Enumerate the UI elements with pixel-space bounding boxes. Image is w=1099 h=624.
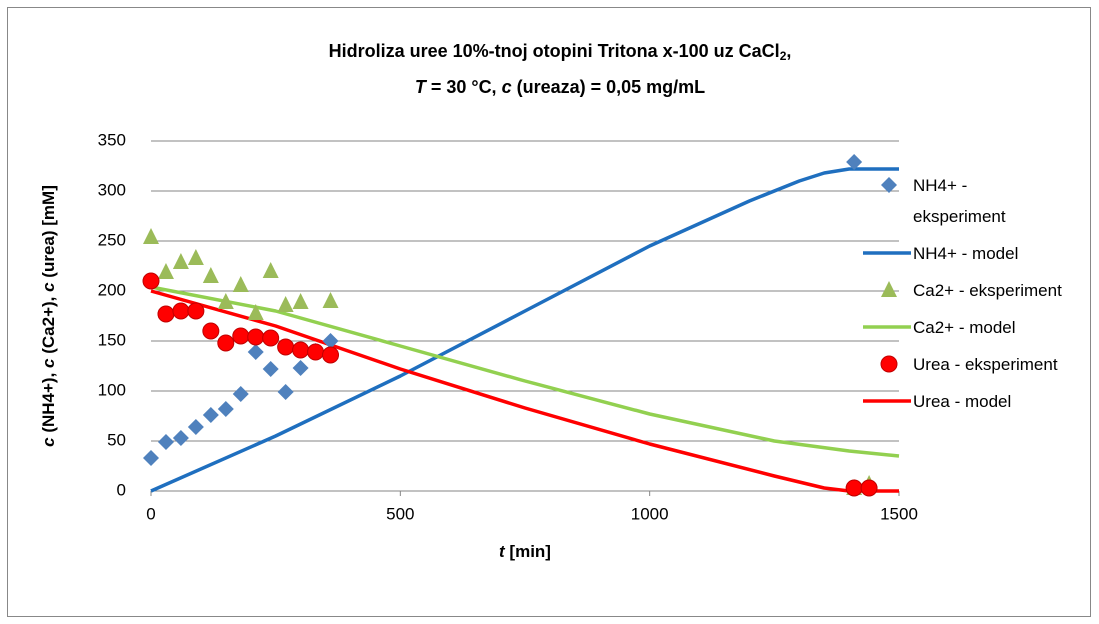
marker-diamond	[247, 344, 264, 360]
legend-label: Urea - model	[913, 392, 1012, 411]
y-tick-label: 350	[98, 130, 126, 149]
legend-label: NH4+ - model	[913, 244, 1019, 263]
chart-subtitle: T = 30 °C, c (ureaza) = 0,05 mg/mL	[415, 77, 705, 97]
marker-circle	[880, 355, 898, 373]
x-tick-label: 1000	[631, 504, 669, 523]
marker-triangle	[232, 276, 249, 292]
y-tick-label: 0	[117, 480, 126, 499]
marker-circle	[202, 322, 220, 340]
marker-circle	[292, 341, 310, 359]
model-line	[150, 289, 899, 493]
marker-triangle	[172, 253, 189, 269]
marker-diamond	[202, 407, 219, 423]
marker-triangle	[322, 292, 339, 308]
legend-label: Ca2+ - eksperiment	[913, 281, 1062, 300]
y-tick-label: 200	[98, 280, 126, 299]
marker-circle	[860, 479, 878, 497]
y-axis-label: c (NH4+), c (Ca2+), c (urea) [mM]	[39, 185, 58, 447]
x-tick-label: 1500	[880, 504, 918, 523]
marker-circle	[307, 343, 325, 361]
x-axis-label: t [min]	[499, 542, 551, 561]
x-tick-label: 500	[386, 504, 414, 523]
marker-circle	[322, 346, 340, 364]
y-tick-label: 150	[98, 330, 126, 349]
marker-diamond	[881, 177, 897, 193]
model-line	[150, 285, 900, 458]
marker-circle	[217, 334, 235, 352]
marker-diamond	[292, 360, 309, 376]
marker-triangle	[881, 281, 897, 297]
y-tick-label: 250	[98, 230, 126, 249]
marker-diamond	[157, 434, 174, 450]
legend-label: NH4+ - eksperiment	[913, 176, 1006, 226]
marker-circle	[172, 302, 190, 320]
y-tick-label: 50	[107, 430, 126, 449]
marker-triangle	[187, 249, 204, 265]
marker-diamond	[262, 361, 279, 377]
marker-triangle	[247, 304, 264, 320]
y-tick-label: 300	[98, 180, 126, 199]
marker-diamond	[187, 419, 204, 435]
marker-diamond	[232, 386, 249, 402]
y-tick-label: 100	[98, 380, 126, 399]
marker-diamond	[217, 401, 234, 417]
legend-label: Urea - eksperiment	[913, 355, 1058, 374]
marker-circle	[262, 329, 280, 347]
marker-circle	[157, 305, 175, 323]
marker-diamond	[172, 430, 189, 446]
chart-title: Hidroliza uree 10%-tnoj otopini Tritona …	[329, 41, 792, 63]
marker-triangle	[292, 293, 309, 309]
marker-triangle	[262, 262, 279, 278]
marker-diamond	[846, 154, 863, 170]
marker-circle	[232, 327, 250, 345]
x-tick-label: 0	[146, 504, 155, 523]
marker-circle	[845, 479, 863, 497]
marker-circle	[187, 302, 205, 320]
marker-triangle	[202, 267, 219, 283]
marker-triangle	[277, 296, 294, 312]
marker-circle	[142, 272, 160, 290]
marker-circle	[247, 328, 265, 346]
marker-diamond	[322, 333, 339, 349]
marker-triangle	[217, 293, 234, 309]
marker-triangle	[157, 263, 174, 279]
marker-diamond	[143, 450, 159, 466]
marker-circle	[277, 338, 295, 356]
model-line	[150, 167, 899, 493]
marker-diamond	[277, 384, 294, 400]
legend-label: Ca2+ - model	[913, 318, 1016, 337]
marker-triangle	[143, 228, 159, 244]
